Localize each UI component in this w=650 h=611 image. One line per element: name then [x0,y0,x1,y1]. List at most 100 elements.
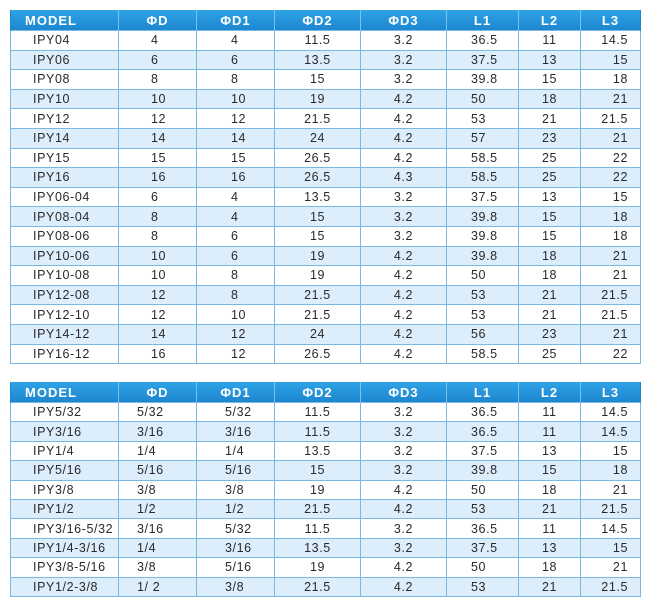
cell-model: IPY10-08 [10,265,119,286]
cell-d1: 1/2 [196,498,275,520]
cell-l3: 21 [580,265,641,286]
cell-l2: 11 [518,421,581,442]
cell-l2: 15 [518,69,581,90]
column-header-d2: ΦD2 [274,382,361,403]
cell-d1: 3/16 [196,537,275,559]
cell-d2: 13.5 [274,49,361,71]
cell-d1: 8 [196,265,275,286]
column-header-model: MODEL [10,10,119,31]
cell-l2: 11 [518,401,581,423]
cell-d1: 1/4 [196,440,275,462]
cell-l2: 15 [518,225,581,247]
cell-d2: 19 [274,88,361,110]
cell-d2: 11.5 [274,421,361,442]
table-row: IPY5/32 5/32 5/32 11.5 3.2 36.5 11 14.5 [10,401,641,423]
cell-l3: 21 [580,557,641,578]
cell-l3: 15 [580,537,641,559]
cell-l2: 11 [518,30,581,51]
cell-l1: 56 [446,323,519,345]
cell-model: IPY16 [10,167,119,188]
cell-d3: 4.2 [360,576,447,597]
cell-l3: 21.5 [580,304,641,325]
table-row: IPY3/8 3/8 3/8 19 4.2 50 18 21 [10,479,641,500]
inch-spec-table: MODEL ΦD ΦD1 ΦD2 ΦD3 L1 L2 L3 IPY5/32 5/3… [10,382,641,597]
column-header-d3: ΦD3 [360,10,447,31]
cell-d1: 12 [196,343,275,365]
table-row: IPY1/2-3/8 1/ 2 3/8 21.5 4.2 53 21 21.5 [10,576,641,597]
cell-d: 16 [118,343,197,365]
cell-model: IPY10 [10,88,119,110]
cell-d: 10 [118,245,197,267]
cell-d2: 21.5 [274,108,361,129]
cell-d3: 3.2 [360,69,447,90]
cell-l3: 22 [580,167,641,188]
cell-d2: 11.5 [274,30,361,51]
cell-model: IPY1/2 [10,498,119,520]
cell-d1: 6 [196,225,275,247]
cell-d3: 4.2 [360,147,447,169]
cell-d: 1/ 2 [118,576,197,597]
column-header-l3: L3 [580,382,641,403]
cell-d: 4 [118,30,197,51]
cell-l3: 15 [580,186,641,208]
cell-l2: 25 [518,147,581,169]
cell-l2: 21 [518,108,581,129]
table-row: IPY5/16 5/16 5/16 15 3.2 39.8 15 18 [10,460,641,481]
cell-l1: 39.8 [446,206,519,227]
cell-d3: 4.2 [360,108,447,129]
cell-l1: 58.5 [446,343,519,365]
cell-l1: 50 [446,88,519,110]
cell-d3: 3.2 [360,401,447,423]
cell-l2: 21 [518,576,581,597]
table-row: IPY10-06 10 6 19 4.2 39.8 18 21 [10,245,641,267]
cell-model: IPY08 [10,69,119,90]
cell-l3: 21.5 [580,108,641,129]
cell-d1: 8 [196,69,275,90]
table-row: IPY08 8 8 15 3.2 39.8 15 18 [10,69,641,90]
column-header-d2: ΦD2 [274,10,361,31]
metric-table-body: IPY04 4 4 11.5 3.2 36.5 11 14.5 IPY06 6 6 13.5 3.2 37… [10,30,641,365]
cell-l3: 18 [580,69,641,90]
cell-d2: 15 [274,69,361,90]
cell-l3: 21 [580,245,641,267]
cell-l1: 58.5 [446,167,519,188]
cell-d2: 13.5 [274,440,361,462]
cell-d3: 4.2 [360,88,447,110]
cell-d: 1/2 [118,498,197,520]
cell-d3: 4.2 [360,323,447,345]
cell-d3: 3.2 [360,186,447,208]
cell-d3: 4.2 [360,304,447,325]
cell-d1: 14 [196,127,275,149]
cell-d3: 4.2 [360,343,447,365]
cell-l1: 39.8 [446,69,519,90]
column-header-l1: L1 [446,10,519,31]
cell-d: 3/8 [118,479,197,500]
table-row: IPY08-06 8 6 15 3.2 39.8 15 18 [10,225,641,247]
cell-d1: 3/8 [196,479,275,500]
cell-d3: 4.3 [360,167,447,188]
cell-d1: 10 [196,88,275,110]
cell-d2: 21.5 [274,284,361,306]
cell-model: IPY14-12 [10,323,119,345]
cell-d: 1/4 [118,537,197,559]
cell-model: IPY06 [10,49,119,71]
cell-l2: 13 [518,440,581,462]
cell-d2: 26.5 [274,167,361,188]
column-header-l1: L1 [446,382,519,403]
cell-d2: 11.5 [274,401,361,423]
cell-d3: 3.2 [360,30,447,51]
cell-d2: 21.5 [274,304,361,325]
table-header-row: MODEL ΦD ΦD1 ΦD2 ΦD3 L1 L2 L3 [10,10,641,31]
cell-d3: 4.2 [360,245,447,267]
cell-l1: 50 [446,557,519,578]
cell-d3: 4.2 [360,479,447,500]
cell-model: IPY04 [10,30,119,51]
cell-d2: 11.5 [274,518,361,539]
column-header-d1: ΦD1 [196,382,275,403]
cell-d3: 3.2 [360,225,447,247]
cell-l3: 15 [580,49,641,71]
cell-l3: 21.5 [580,576,641,597]
cell-d2: 19 [274,265,361,286]
cell-d3: 3.2 [360,518,447,539]
cell-d: 8 [118,225,197,247]
